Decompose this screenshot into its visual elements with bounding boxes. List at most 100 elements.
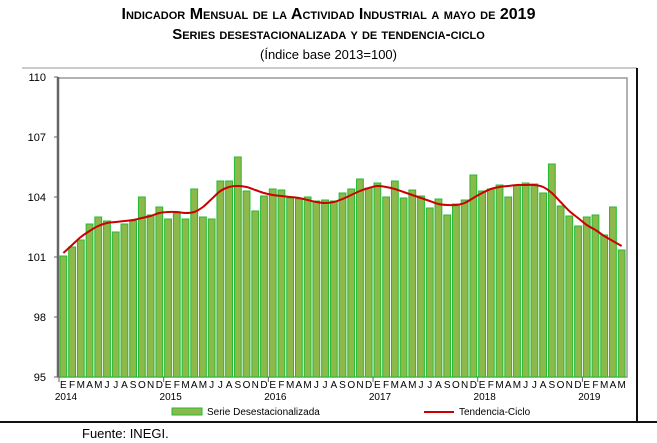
x-tick-label: E <box>269 380 276 391</box>
chart-title: Indicador Mensual de la Actividad Indust… <box>121 6 536 23</box>
bar <box>460 199 469 378</box>
bar <box>504 196 513 378</box>
bar <box>260 195 268 378</box>
bar <box>382 196 391 378</box>
x-year-label: 2019 <box>578 392 601 403</box>
x-tick-label: N <box>461 380 468 391</box>
x-tick-label: M <box>181 380 189 391</box>
x-tick-label: S <box>549 380 556 391</box>
x-tick-label: S <box>234 380 241 391</box>
bar <box>137 196 146 378</box>
legend-line-label: Tendencia-Ciclo <box>459 407 531 418</box>
bar <box>216 180 225 378</box>
bar <box>530 183 539 378</box>
x-tick-label: D <box>365 380 372 391</box>
x-tick-label: J <box>314 380 319 391</box>
y-tick-label: 104 <box>28 192 46 204</box>
bar <box>233 156 242 378</box>
bar <box>443 214 452 378</box>
bar <box>94 216 103 378</box>
bar <box>312 200 321 378</box>
y-tick-label: 95 <box>34 372 46 384</box>
x-tick-label: M <box>77 380 85 391</box>
x-tick-label: D <box>260 380 267 391</box>
x-tick-label: N <box>566 380 573 391</box>
x-year-label: 2015 <box>160 392 183 403</box>
x-tick-label: A <box>505 380 512 391</box>
x-tick-label: O <box>243 380 251 391</box>
bar <box>434 198 443 378</box>
x-tick-label: M <box>391 380 399 391</box>
bar <box>103 220 111 378</box>
bar <box>321 199 329 378</box>
bar <box>129 220 138 378</box>
bar <box>207 218 216 378</box>
bar <box>277 189 286 378</box>
x-tick-label: E <box>165 380 172 391</box>
x-tick-label: F <box>592 380 598 391</box>
x-tick-label: M <box>199 380 207 391</box>
bar <box>408 189 417 378</box>
bar <box>172 212 181 378</box>
x-tick-label: J <box>113 380 118 391</box>
bar <box>478 190 486 378</box>
x-tick-label: A <box>435 380 442 391</box>
bar <box>565 215 574 378</box>
x-year-label: 2014 <box>55 392 78 403</box>
y-tick-label: 110 <box>28 72 46 84</box>
x-tick-label: F <box>69 380 75 391</box>
x-tick-label: E <box>479 380 486 391</box>
bar <box>155 206 164 378</box>
x-tick-label: A <box>540 380 547 391</box>
bar <box>199 216 207 378</box>
bar <box>591 214 600 378</box>
bar <box>547 163 556 378</box>
x-tick-label: O <box>138 380 146 391</box>
bar <box>373 182 382 378</box>
bar <box>609 206 617 378</box>
legend: Serie Desestacionalizada Tendencia-Ciclo <box>171 407 531 418</box>
bar <box>347 188 356 378</box>
source-note: Fuente: INEGI. <box>82 426 169 441</box>
x-tick-label: J <box>218 380 223 391</box>
bar <box>364 187 373 378</box>
x-tick-label: M <box>408 380 416 391</box>
x-tick-label: F <box>174 380 180 391</box>
bar <box>286 197 295 378</box>
x-tick-label: O <box>557 380 565 391</box>
bar <box>294 198 303 378</box>
bar <box>85 223 94 378</box>
bar <box>417 195 425 378</box>
x-tick-label: D <box>470 380 477 391</box>
bar <box>251 210 260 378</box>
legend-bar-label: Serie Desestacionalizada <box>207 407 320 418</box>
x-tick-label: A <box>86 380 93 391</box>
x-tick-label: M <box>286 380 294 391</box>
x-tick-label: E <box>583 380 590 391</box>
bar <box>539 192 548 378</box>
x-tick-label: A <box>330 380 337 391</box>
bar <box>356 178 364 378</box>
bar <box>164 218 172 378</box>
chart-note: (Índice base 2013=100) <box>260 47 397 62</box>
x-tick-label: D <box>156 380 163 391</box>
x-tick-label: J <box>209 380 214 391</box>
bar <box>111 231 120 378</box>
x-tick-label: A <box>400 380 407 391</box>
x-tick-label: J <box>323 380 328 391</box>
x-year-label: 2016 <box>264 392 287 403</box>
x-tick-label: J <box>532 380 537 391</box>
x-tick-label: F <box>278 380 284 391</box>
bar <box>225 180 234 378</box>
x-tick-label: J <box>427 380 432 391</box>
bar <box>146 214 155 378</box>
bar <box>190 188 199 378</box>
x-tick-label: A <box>296 380 303 391</box>
bar <box>556 205 565 378</box>
bar <box>600 234 609 378</box>
chart-subtitle: Series desestacionalizada y de tendencia… <box>172 26 485 43</box>
x-tick-label: F <box>488 380 494 391</box>
x-tick-label: M <box>617 380 625 391</box>
x-tick-label: E <box>374 380 381 391</box>
